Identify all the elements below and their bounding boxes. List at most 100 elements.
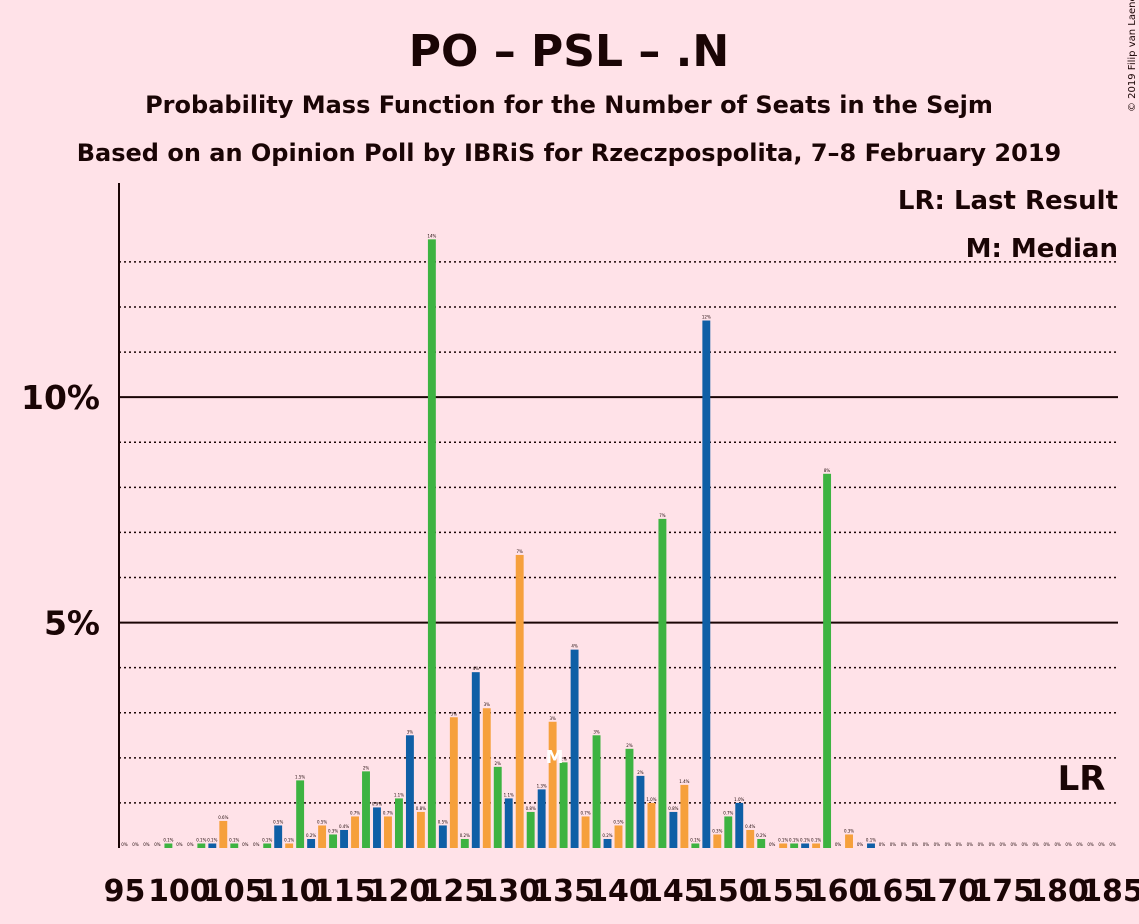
bar-value-label: 0.1% <box>778 837 788 842</box>
bar-value-label: 0% <box>1043 842 1050 847</box>
bar-value-label: 0.1% <box>262 837 272 842</box>
bar <box>592 735 601 848</box>
bar-value-label: 8% <box>824 468 831 473</box>
bar <box>482 708 491 848</box>
bar <box>526 811 535 848</box>
bar <box>647 802 656 848</box>
bar-value-label: 0% <box>967 842 974 847</box>
bar-value-label: 1.4% <box>679 779 689 784</box>
bar <box>812 843 821 848</box>
bar-value-label: 0.5% <box>317 819 327 824</box>
bar <box>757 838 766 848</box>
bar-value-label: 1.0% <box>646 797 656 802</box>
bar-value-label: 0% <box>1022 842 1029 847</box>
bar-value-label: 3% <box>593 729 600 734</box>
x-tick-label: 145 <box>642 874 705 909</box>
bar-value-label: 2% <box>495 761 502 766</box>
bar <box>471 672 480 848</box>
bar-value-label: 0% <box>945 842 952 847</box>
bar <box>625 748 634 848</box>
x-tick-label: 95 <box>104 874 146 909</box>
bar <box>680 784 689 848</box>
bar-value-label: 0.8% <box>668 806 678 811</box>
y-axis-ticks: 5% 10% <box>21 378 100 642</box>
bar-value-label: 0.4% <box>339 824 349 829</box>
x-tick-label: 125 <box>423 874 486 909</box>
bar-value-label: 0.1% <box>229 837 239 842</box>
bar-value-label: 0% <box>143 842 150 847</box>
x-axis-ticks: 95 10010511011512012513013514014515015516… <box>104 874 1139 909</box>
bar <box>373 807 381 848</box>
bar-value-label: 0.8% <box>526 806 536 811</box>
x-tick-label: 185 <box>1081 874 1139 909</box>
bar-value-label: 0% <box>835 842 842 847</box>
bar <box>449 717 458 848</box>
bar <box>230 843 239 848</box>
bar-value-label: 0.7% <box>350 810 360 815</box>
bar-value-label: 0% <box>912 842 919 847</box>
bar <box>559 762 568 848</box>
bar <box>219 820 228 848</box>
bar-value-label: 12% <box>702 315 711 320</box>
bar-value-label: 0% <box>1054 842 1061 847</box>
bar <box>329 834 338 848</box>
x-tick-label: 105 <box>203 874 266 909</box>
bar <box>416 811 425 848</box>
bar <box>307 838 316 848</box>
x-tick-label: 155 <box>752 874 815 909</box>
x-tick-label: 135 <box>532 874 595 909</box>
bar-value-label: 0.7% <box>723 810 733 815</box>
bar-value-label: 0% <box>956 842 963 847</box>
bars <box>164 239 875 848</box>
bar-value-label: 0.7% <box>383 810 393 815</box>
chart-subtitle: Probability Mass Function for the Number… <box>145 91 993 119</box>
x-tick-label: 120 <box>368 874 431 909</box>
bar <box>779 843 788 848</box>
bar <box>296 780 305 848</box>
bar <box>263 843 272 848</box>
chart-source-line: Based on an Opinion Poll by IBRiS for Rz… <box>77 139 1061 167</box>
bar <box>427 239 436 848</box>
bar-value-label: 0.3% <box>712 828 722 833</box>
bar <box>197 843 206 848</box>
bar-value-label: 0% <box>242 842 249 847</box>
bar-value-label: 0.1% <box>811 837 821 842</box>
bar-value-label: 0.2% <box>306 833 316 838</box>
last-result-label: LR <box>1058 759 1106 799</box>
bar-value-label: 0.2% <box>460 833 470 838</box>
bar <box>658 518 667 848</box>
bar <box>790 843 799 848</box>
bar-value-label: 0.1% <box>789 837 799 842</box>
bar-value-label: 2% <box>560 756 567 761</box>
y-tick-label: 10% <box>21 378 100 417</box>
bar-value-label: 1.0% <box>734 797 744 802</box>
bar <box>691 843 700 848</box>
bar-value-label: 0% <box>978 842 985 847</box>
bar <box>845 834 853 848</box>
bar <box>460 838 469 848</box>
bar <box>581 816 590 848</box>
bar-value-label: 0% <box>1098 842 1105 847</box>
bar <box>735 802 744 848</box>
bar-value-label: 2% <box>637 770 644 775</box>
bar <box>274 825 283 848</box>
x-tick-label: 115 <box>313 874 376 909</box>
bar-value-label: 0% <box>187 842 194 847</box>
bar-value-label: 0.5% <box>438 819 448 824</box>
bar <box>570 649 579 848</box>
bar <box>537 789 546 848</box>
bar-value-label: 0% <box>901 842 908 847</box>
bar <box>438 825 447 848</box>
bar-value-label: 7% <box>517 549 524 554</box>
copyright-notice: © 2019 Filip van Laenen <box>1127 0 1138 112</box>
bar-value-label: 0% <box>1109 842 1116 847</box>
bar-value-label: 0% <box>769 842 776 847</box>
bar-value-label: 0% <box>1076 842 1083 847</box>
x-tick-label: 100 <box>148 874 211 909</box>
bar <box>614 825 623 848</box>
x-tick-label: 180 <box>1026 874 1089 909</box>
y-tick-label: 5% <box>44 604 100 643</box>
legend-median: M: Median <box>966 234 1118 264</box>
bar <box>548 721 557 848</box>
bar-value-label: 0% <box>154 842 161 847</box>
